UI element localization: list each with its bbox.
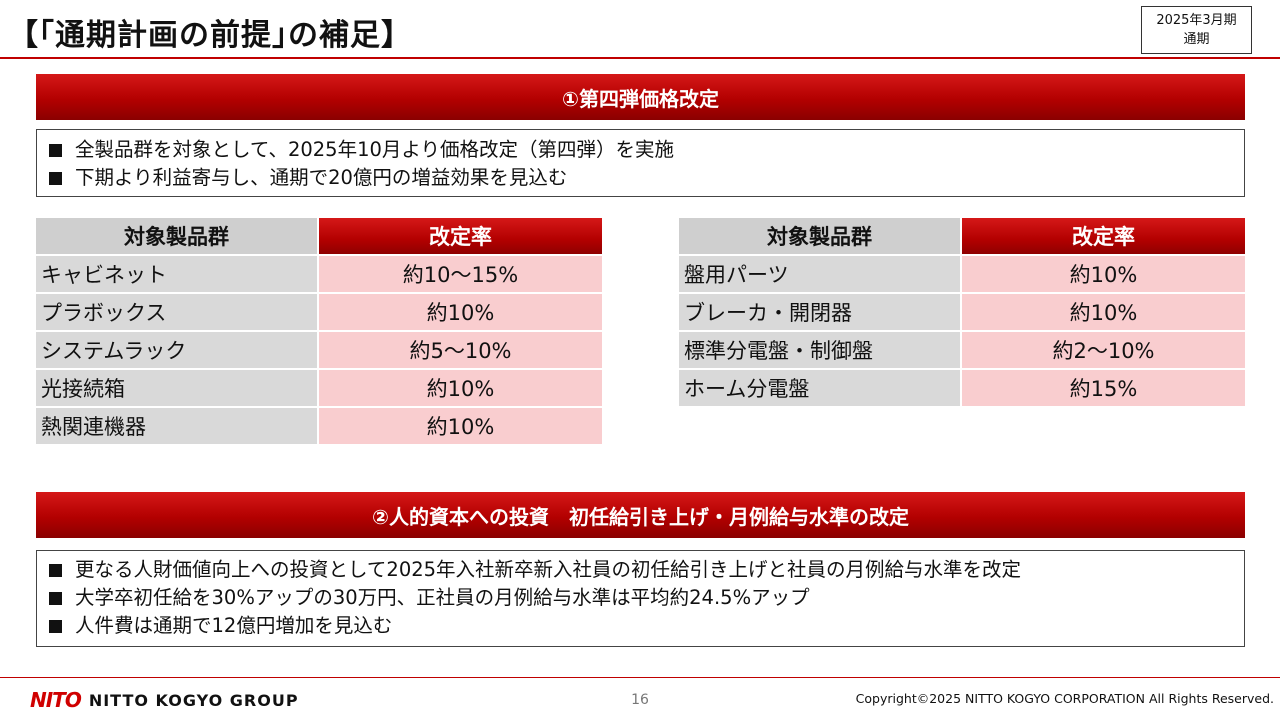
revision-rate-cell: 約10%: [962, 256, 1245, 294]
bullet-text: 大学卒初任給を30%アップの30万円、正社員の月例給与水準は平均約24.5%アッ…: [75, 586, 810, 609]
price-revision-table-right: 対象製品群 改定率 盤用パーツ 約10% ブレーカ・開閉器 約10% 標準分電盤…: [679, 218, 1245, 408]
bullet-text: 下期より利益寄与し、通期で20億円の増益効果を見込む: [75, 166, 568, 189]
product-group-cell: ホーム分電盤: [679, 370, 962, 408]
table-row: キャビネット 約10～15%: [36, 256, 602, 294]
table-row: 熱関連機器 約10%: [36, 408, 602, 446]
product-group-cell: プラボックス: [36, 294, 319, 332]
company-logo: NITO NITTO KOGYO GROUP: [30, 688, 299, 712]
table-header-row: 対象製品群 改定率: [679, 218, 1245, 256]
page-title: 【｢通期計画の前提｣の補足】: [8, 18, 412, 53]
bullet-text: 更なる人財価値向上への投資として2025年入社新卒新入社員の初任給引き上げと社員…: [75, 558, 1022, 581]
copyright-notice: Copyright©2025 NITTO KOGYO CORPORATION A…: [855, 691, 1274, 706]
column-header-revision-rate: 改定率: [319, 218, 602, 256]
table-row: 標準分電盤・制御盤 約2～10%: [679, 332, 1245, 370]
table-row: ホーム分電盤 約15%: [679, 370, 1245, 408]
revision-rate-cell: 約10%: [962, 294, 1245, 332]
title-divider: [0, 57, 1280, 59]
bullet-item: 大学卒初任給を30%アップの30万円、正社員の月例給与水準は平均約24.5%アッ…: [49, 584, 1244, 612]
period-badge: 2025年3月期 通期: [1141, 6, 1252, 54]
revision-rate-cell: 約10%: [319, 370, 602, 408]
section1-heading: ①第四弾価格改定: [36, 74, 1245, 120]
square-bullet-icon: [49, 591, 62, 605]
product-group-cell: 標準分電盤・制御盤: [679, 332, 962, 370]
group-name: NITTO KOGYO GROUP: [88, 690, 299, 710]
revision-rate-cell: 約5～10%: [319, 332, 602, 370]
table-header-row: 対象製品群 改定率: [36, 218, 602, 256]
revision-rate-cell: 約15%: [962, 370, 1245, 408]
bullet-text: 人件費は通期で12億円増加を見込む: [75, 614, 393, 637]
column-header-product-group: 対象製品群: [36, 218, 319, 256]
price-revision-table-left: 対象製品群 改定率 キャビネット 約10～15% プラボックス 約10% システ…: [36, 218, 602, 446]
square-bullet-icon: [49, 619, 62, 633]
section2-bullet-box: 更なる人財価値向上への投資として2025年入社新卒新入社員の初任給引き上げと社員…: [36, 550, 1245, 647]
product-group-cell: 光接続箱: [36, 370, 319, 408]
revision-rate-cell: 約10%: [319, 294, 602, 332]
revision-rate-cell: 約10～15%: [319, 256, 602, 294]
product-group-cell: ブレーカ・開閉器: [679, 294, 962, 332]
section1-bullet-box: 全製品群を対象として、2025年10月より価格改定（第四弾）を実施 下期より利益…: [36, 129, 1245, 197]
product-group-cell: システムラック: [36, 332, 319, 370]
section2-heading: ②人的資本への投資 初任給引き上げ・月例給与水準の改定: [36, 492, 1245, 538]
product-group-cell: キャビネット: [36, 256, 319, 294]
period-scope: 通期: [1183, 32, 1210, 47]
table-row: 光接続箱 約10%: [36, 370, 602, 408]
table-row: プラボックス 約10%: [36, 294, 602, 332]
revision-rate-cell: 約10%: [319, 408, 602, 446]
square-bullet-icon: [49, 143, 62, 157]
revision-rate-cell: 約2～10%: [962, 332, 1245, 370]
nito-logo-mark: NITO: [30, 688, 82, 712]
period-year: 2025年3月期: [1156, 13, 1237, 28]
square-bullet-icon: [49, 563, 62, 577]
column-header-product-group: 対象製品群: [679, 218, 962, 256]
page-number: 16: [631, 692, 649, 708]
bullet-text: 全製品群を対象として、2025年10月より価格改定（第四弾）を実施: [75, 138, 674, 161]
bullet-item: 全製品群を対象として、2025年10月より価格改定（第四弾）を実施: [49, 136, 1244, 164]
bullet-item: 下期より利益寄与し、通期で20億円の増益効果を見込む: [49, 164, 1244, 192]
column-header-revision-rate: 改定率: [962, 218, 1245, 256]
table-row: システムラック 約5～10%: [36, 332, 602, 370]
table-row: ブレーカ・開閉器 約10%: [679, 294, 1245, 332]
table-row: 盤用パーツ 約10%: [679, 256, 1245, 294]
product-group-cell: 熱関連機器: [36, 408, 319, 446]
bullet-item: 更なる人財価値向上への投資として2025年入社新卒新入社員の初任給引き上げと社員…: [49, 556, 1244, 584]
square-bullet-icon: [49, 171, 62, 185]
bullet-item: 人件費は通期で12億円増加を見込む: [49, 612, 1244, 640]
product-group-cell: 盤用パーツ: [679, 256, 962, 294]
footer-divider: [0, 677, 1280, 678]
